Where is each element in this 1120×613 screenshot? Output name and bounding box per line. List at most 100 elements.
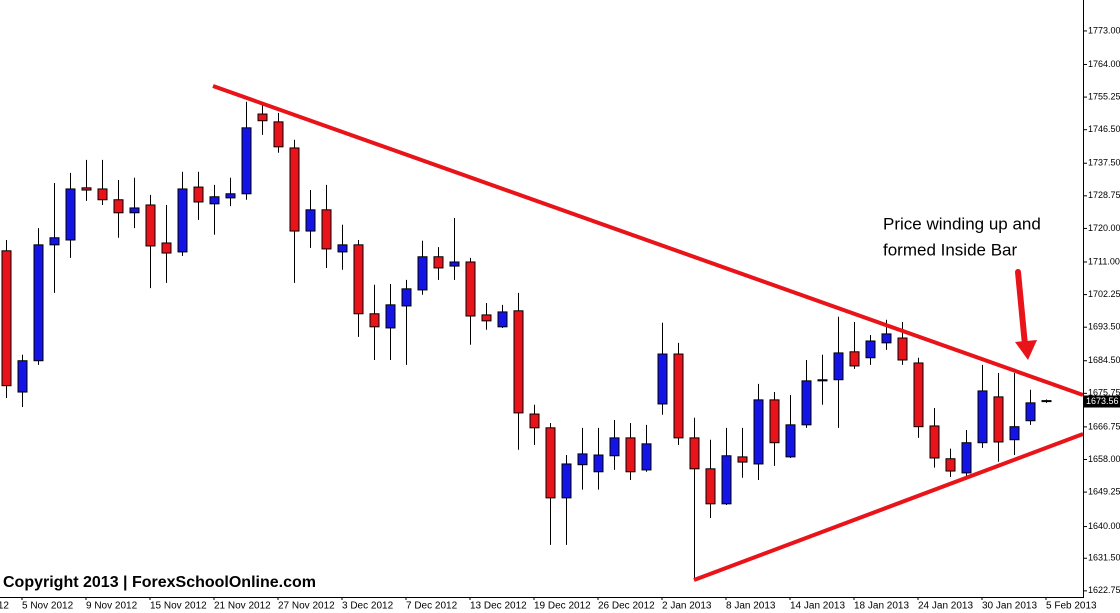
candle-body (785, 424, 796, 458)
candle-body (513, 310, 524, 414)
candle-body (161, 242, 172, 254)
y-tick-label: 1773.00 (1088, 25, 1120, 35)
candle-body (737, 456, 748, 463)
y-tick-label: 1737.50 (1088, 158, 1120, 168)
x-tick-label: 19 Dec 2012 (534, 601, 591, 612)
y-tick-label: 1649.25 (1088, 486, 1120, 496)
candle-body (145, 204, 156, 247)
candle-body (321, 209, 332, 250)
candle-body (433, 256, 444, 269)
candle-body (833, 352, 844, 381)
candle-body (337, 244, 348, 253)
candle-body (81, 187, 92, 191)
candle-body (641, 443, 652, 471)
candle-body (497, 311, 508, 328)
candle-body (849, 351, 860, 367)
candle-body (961, 442, 972, 474)
last-price-label: 1673.56 (1086, 396, 1119, 406)
y-tick-label: 1658.00 (1088, 454, 1120, 464)
y-tick-label: 1720.00 (1088, 223, 1120, 233)
candle-body (705, 468, 716, 505)
y-tick-label: 1631.50 (1088, 553, 1120, 563)
y-tick-label: 1711.00 (1088, 256, 1120, 266)
x-tick-label: 26 Dec 2012 (598, 601, 655, 612)
candle-body (897, 337, 908, 361)
candle-body (1025, 402, 1036, 422)
candle-body (529, 413, 540, 429)
y-tick-label: 1764.00 (1088, 59, 1120, 69)
candle-body (657, 353, 668, 405)
x-tick-label: 8 Jan 2013 (726, 601, 776, 612)
candle-body (353, 244, 364, 315)
candle-body (769, 399, 780, 444)
candle-body (417, 256, 428, 291)
candle-body (753, 399, 764, 465)
y-tick-label: 1640.00 (1088, 521, 1120, 531)
annotation-line: formed Inside Bar (883, 240, 1018, 259)
candle-body (113, 199, 124, 214)
candle-body (929, 425, 940, 459)
candle-body (17, 360, 28, 393)
candle-body (865, 340, 876, 359)
y-tick-label: 1622.75 (1088, 585, 1120, 595)
candle-body (1, 250, 12, 387)
x-tick-label: 24 Jan 2013 (918, 601, 973, 612)
candle-body (945, 458, 956, 472)
y-tick-label: 1666.75 (1088, 421, 1120, 431)
candle-body (401, 288, 412, 307)
partial-date-label: 12 (0, 601, 9, 612)
candle-body (257, 113, 268, 122)
candle-body (97, 188, 108, 201)
candle-body (625, 437, 636, 473)
candle-body (385, 304, 396, 329)
y-tick-label: 1702.25 (1088, 289, 1120, 299)
candle-body (481, 314, 492, 322)
candle-body (721, 455, 732, 505)
candle-body (545, 427, 556, 499)
annotation-arrow (1015, 269, 1037, 360)
x-tick-label: 2 Jan 2013 (662, 601, 712, 612)
candle-body (369, 313, 380, 328)
candle-body (225, 193, 236, 199)
candle-body (913, 362, 924, 428)
candle-body (593, 454, 604, 473)
annotation-line: Price winding up and (883, 214, 1041, 233)
last-price-box (1084, 395, 1120, 408)
x-tick-label: 14 Jan 2013 (790, 601, 845, 612)
candle-body (817, 379, 828, 382)
candle-body (289, 147, 300, 232)
candle-body (801, 380, 812, 426)
candle-body (577, 453, 588, 466)
x-tick-label: 27 Nov 2012 (278, 601, 335, 612)
x-tick-label: 9 Nov 2012 (86, 601, 138, 612)
x-tick-label: 18 Jan 2013 (854, 601, 909, 612)
support-trendline (693, 432, 1084, 582)
candles (1, 101, 1052, 580)
candle-body (993, 396, 1004, 443)
candle-body (689, 437, 700, 470)
y-tick-label: 1693.50 (1088, 322, 1120, 332)
x-tick-label: 15 Nov 2012 (150, 601, 207, 612)
x-tick-label: 21 Nov 2012 (214, 601, 271, 612)
candle-body (209, 196, 220, 205)
y-tick-label: 1755.25 (1088, 91, 1120, 101)
candle-body (193, 186, 204, 203)
candle-body (241, 127, 252, 195)
y-tick-label: 1684.50 (1088, 355, 1120, 365)
candle-body (465, 261, 476, 317)
copyright: Copyright 2013 | ForexSchoolOnline.com (3, 574, 316, 591)
x-tick-label: 13 Dec 2012 (470, 601, 527, 612)
candle-body (1009, 426, 1020, 441)
candle-body (1041, 400, 1052, 403)
candle-body (49, 237, 60, 246)
candle-body (129, 207, 140, 214)
y-tick-label: 1746.50 (1088, 124, 1120, 134)
candle-body (273, 121, 284, 148)
y-tick-label: 1675.75 (1088, 388, 1120, 398)
x-tick-label: 5 Nov 2012 (22, 601, 74, 612)
candle-body (881, 333, 892, 344)
candle-body (65, 188, 76, 241)
